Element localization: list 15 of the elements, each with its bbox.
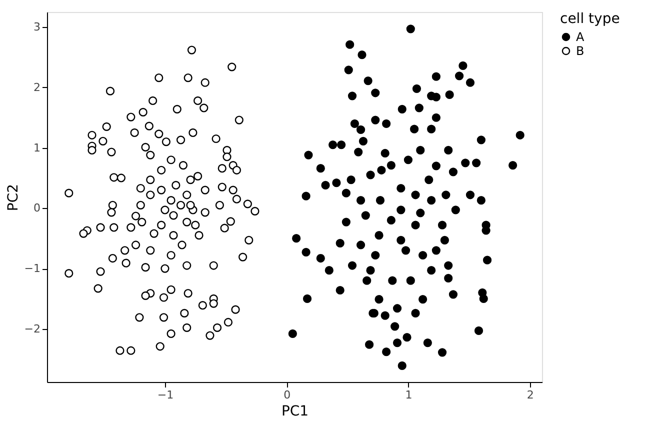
y-tick-label: 2 bbox=[34, 80, 40, 94]
x-tick-label: 2 bbox=[526, 388, 534, 402]
y-tick-label: −1 bbox=[24, 262, 40, 276]
x-tick-label: −1 bbox=[157, 388, 174, 402]
y-tick-label: −2 bbox=[24, 322, 40, 336]
y-axis-title: PC2 bbox=[5, 184, 22, 212]
legend-label: B bbox=[576, 44, 584, 58]
x-tick-label: 0 bbox=[284, 388, 291, 402]
y-tick-label: 0 bbox=[34, 202, 40, 215]
legend-title: cell type bbox=[560, 11, 620, 27]
legend-label: A bbox=[576, 30, 585, 44]
y-tick-label: 1 bbox=[34, 141, 40, 154]
x-axis-title: PC1 bbox=[281, 404, 309, 420]
x-tick-label: 1 bbox=[405, 388, 412, 402]
y-tick-label: 3 bbox=[34, 20, 40, 34]
